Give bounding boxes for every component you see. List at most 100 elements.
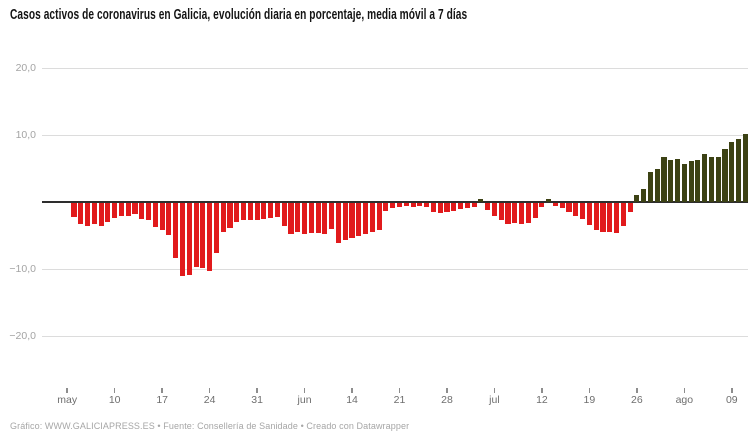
x-tick-mark <box>351 388 353 393</box>
bar-negative <box>295 203 301 233</box>
bar-negative <box>464 203 470 208</box>
x-tick-label: jun <box>297 394 312 406</box>
bar-negative <box>118 203 124 216</box>
bar-negative <box>607 203 613 233</box>
bar-negative <box>335 203 342 244</box>
bar-negative <box>349 203 355 239</box>
bar-negative <box>620 203 626 227</box>
bar-negative <box>363 203 369 235</box>
x-tick-mark <box>208 388 211 393</box>
bar-negative <box>417 203 423 206</box>
bar-negative <box>85 203 91 226</box>
bar-negative <box>329 203 335 230</box>
bar-negative <box>71 203 77 218</box>
bar-negative <box>186 203 192 275</box>
bar-negative <box>580 203 586 220</box>
y-tick-label: −10,0 <box>9 262 36 275</box>
x-tick-label: 26 <box>631 394 643 406</box>
bar-negative <box>159 203 165 231</box>
x-tick-label: 14 <box>346 394 358 406</box>
x-tick-label: 24 <box>203 394 216 406</box>
bar-negative <box>146 203 152 221</box>
bar-negative <box>539 203 545 207</box>
bar-negative <box>369 203 375 232</box>
bar-negative <box>315 203 321 234</box>
bar-negative <box>573 203 579 217</box>
x-tick-label: may <box>57 394 78 406</box>
gridline <box>42 335 748 337</box>
footer-credit: Gráfico: WWW.GALICIAPRESS.ES • Fuente: C… <box>10 421 410 431</box>
bar-negative <box>410 203 416 207</box>
bar-negative <box>485 203 491 211</box>
bar-negative <box>593 203 599 230</box>
y-tick-label: 10,0 <box>15 129 36 142</box>
bar-negative <box>552 203 559 207</box>
bar-negative <box>274 203 280 218</box>
bar-positive <box>736 139 742 202</box>
x-tick-label: 19 <box>583 394 596 406</box>
bar-negative <box>193 203 199 268</box>
bar-negative <box>132 203 138 215</box>
zero-baseline <box>42 201 748 203</box>
x-tick-mark <box>256 388 258 393</box>
x-tick-mark <box>731 388 733 393</box>
bar-negative <box>491 203 497 216</box>
bar-positive <box>729 141 735 202</box>
bar-positive <box>702 153 708 202</box>
bar-negative <box>125 203 131 216</box>
bar-negative <box>396 203 403 207</box>
bar-negative <box>220 203 226 233</box>
x-tick-mark <box>541 388 543 393</box>
bar-negative <box>498 203 504 221</box>
bar-negative <box>207 203 213 272</box>
y-tick-label: −20,0 <box>9 329 36 342</box>
x-tick-label: 28 <box>441 394 453 406</box>
bar-negative <box>308 203 314 234</box>
bar-negative <box>213 203 219 253</box>
bar-negative <box>424 203 430 207</box>
bar-positive <box>681 163 687 202</box>
x-tick-label: 10 <box>108 394 121 406</box>
x-tick-label: ago <box>675 394 694 406</box>
bar-positive <box>722 149 728 202</box>
bar-positive <box>742 133 748 202</box>
bar-negative <box>627 203 633 213</box>
bar-negative <box>179 203 186 276</box>
bar-negative <box>247 203 253 221</box>
bar-negative <box>173 203 179 258</box>
bar-negative <box>444 203 450 213</box>
x-tick-label: jul <box>489 394 500 406</box>
x-tick-mark <box>493 388 496 393</box>
x-tick-mark <box>303 388 306 393</box>
x-tick-label: 21 <box>393 394 406 406</box>
bar-negative <box>91 203 97 225</box>
bar-positive <box>668 159 674 202</box>
bar-negative <box>457 203 464 210</box>
bar-negative <box>281 203 287 226</box>
bar-positive <box>647 171 653 202</box>
bar-negative <box>430 203 436 213</box>
bar-positive <box>675 158 681 202</box>
bar-negative <box>105 203 111 223</box>
x-tick-label: 17 <box>156 394 168 406</box>
bar-negative <box>383 203 389 212</box>
bar-negative <box>532 203 538 218</box>
bar-negative <box>152 203 158 228</box>
x-tick-mark <box>636 388 638 393</box>
bar-negative <box>302 203 308 234</box>
x-tick-mark <box>588 388 591 393</box>
bar-negative <box>390 203 396 208</box>
bar-positive <box>708 156 714 202</box>
bar-negative <box>613 203 620 234</box>
bar-negative <box>166 203 172 236</box>
bar-negative <box>288 203 294 234</box>
bar-negative <box>200 203 206 268</box>
bar-negative <box>376 203 382 230</box>
bar-negative <box>227 203 233 228</box>
x-tick-mark <box>683 388 686 393</box>
bar-negative <box>98 203 104 226</box>
bar-negative <box>78 203 84 224</box>
bar-positive <box>688 160 694 202</box>
